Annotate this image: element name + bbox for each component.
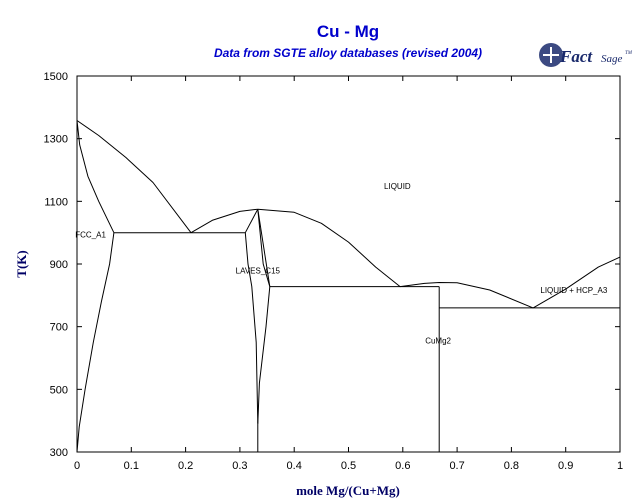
phase-boundary-line [244, 232, 259, 424]
x-tick-label: 0.8 [504, 460, 519, 472]
y-axis: 300 500 700 900 1100 1300 1500 [44, 71, 620, 459]
phase-label: LIQUID + HCP_A3 [540, 286, 607, 295]
logo-part1: Fact [559, 47, 593, 66]
phase-boundary-line [244, 208, 259, 233]
y-tick-label: 1100 [44, 196, 68, 208]
y-tick-label: 700 [50, 322, 68, 334]
y-tick-label: 300 [50, 447, 68, 459]
x-tick-label: 0.9 [558, 460, 573, 472]
x-tick-label: 0.5 [341, 460, 356, 472]
x-tick-label: 0.4 [287, 460, 302, 472]
x-axis-label: mole Mg/(Cu+Mg) [296, 483, 400, 498]
logo-part2: Sage [601, 53, 623, 65]
phase-boundary-line [76, 120, 115, 233]
x-tick-label: 0.7 [449, 460, 464, 472]
phase-label: LIQUID [384, 182, 411, 191]
x-tick-label: 0.2 [178, 460, 193, 472]
phase-boundary-line [190, 208, 258, 234]
x-tick-label: 0.6 [395, 460, 410, 472]
y-tick-label: 900 [50, 259, 68, 271]
phase-boundaries [76, 120, 621, 453]
phase-boundary-line [400, 282, 534, 309]
y-tick-label: 1300 [44, 134, 68, 146]
plot-frame [76, 75, 621, 453]
y-axis-label: T(K) [14, 250, 29, 277]
y-tick-label: 500 [50, 384, 68, 396]
x-tick-label: 0.3 [232, 460, 247, 472]
phase-boundary-line [532, 256, 621, 309]
logo-mark: TM [625, 51, 633, 56]
phase-label: FCC_A1 [75, 230, 106, 239]
x-tick-label: 1 [617, 460, 623, 472]
phase-boundary-line [76, 120, 192, 234]
x-axis: 0 0.1 0.2 0.3 0.4 0.5 0.6 0.7 0.8 0.9 1 [74, 76, 623, 472]
phase-label: CuMg2 [425, 337, 451, 346]
x-tick-label: 0 [74, 460, 80, 472]
phase-boundary-line [257, 209, 271, 424]
x-tick-label: 0.1 [124, 460, 139, 472]
factsage-logo-icon: Fact Sage TM [539, 43, 633, 67]
phase-label: LAVES_C15 [236, 266, 281, 275]
phase-boundary-line [76, 232, 115, 453]
chart-subtitle: Data from SGTE alloy databases (revised … [214, 46, 482, 60]
chart-title: Cu - Mg [317, 22, 379, 41]
phase-boundary-line [257, 208, 401, 287]
phase-labels: LIQUID FCC_A1 LAVES_C15 LIQUID + HCP_A3 CuMg… [75, 182, 608, 346]
y-tick-label: 1500 [44, 71, 68, 83]
phase-boundary-line [257, 209, 271, 287]
